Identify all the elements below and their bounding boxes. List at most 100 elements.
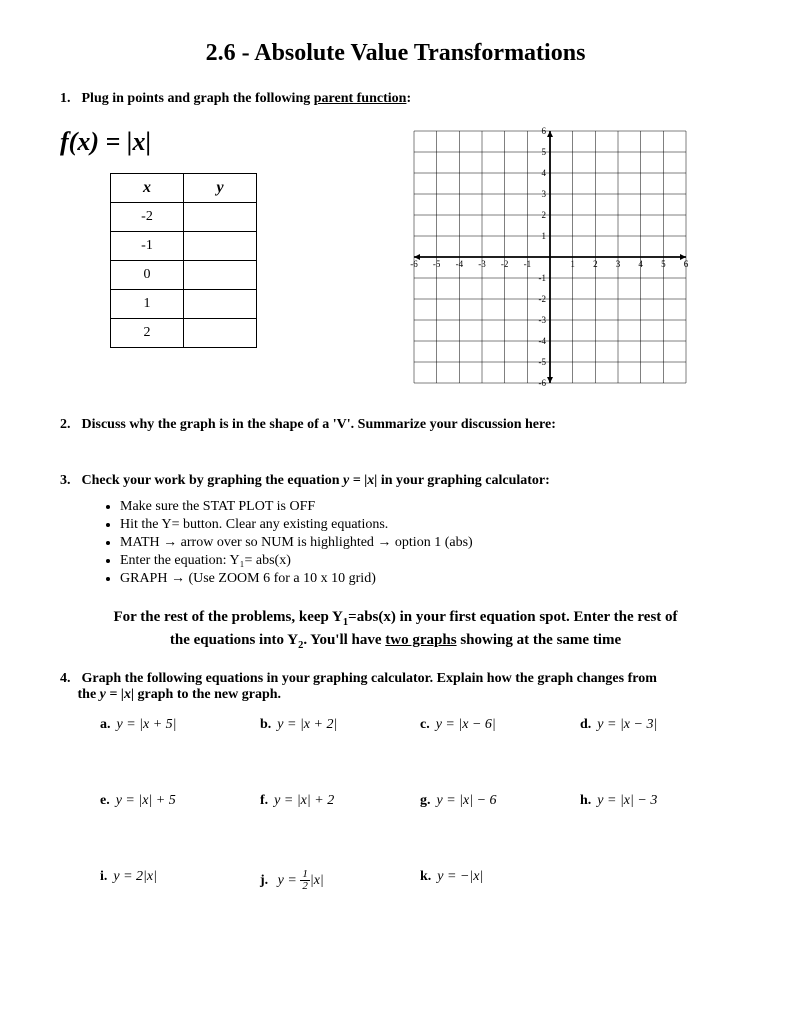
- q1-text-a: Plug in points and graph the following: [82, 91, 314, 106]
- svg-text:-3: -3: [478, 259, 486, 269]
- equation-row-2: e. y = |x| + 5 f.y = |x| + 2 g. y = |x| − …: [100, 793, 731, 809]
- eq-cell: c. y = |x − 6|: [420, 717, 580, 733]
- table-row: -1: [111, 232, 257, 261]
- table-header-row: x y: [111, 174, 257, 203]
- y-cell: [184, 261, 257, 290]
- svg-text:-5: -5: [539, 357, 547, 367]
- x-cell: 1: [111, 290, 184, 319]
- note-l2u: two graphs: [385, 632, 456, 648]
- svg-text:6: 6: [684, 259, 689, 269]
- q3-bullets: Make sure the STAT PLOT is OFF Hit the Y…: [120, 499, 731, 587]
- eq-label: h.: [580, 793, 591, 808]
- q4-text-a: Graph the following equations in your gr…: [82, 671, 657, 686]
- svg-text:2: 2: [593, 259, 598, 269]
- eq-cell: j. y = 12|x|: [260, 869, 420, 892]
- bullet-item: Enter the equation: Y₁= abs(x): [120, 553, 731, 569]
- eq-pre: y =: [278, 873, 301, 888]
- q4-number: 4.: [60, 671, 78, 687]
- eq-label: f.: [260, 793, 268, 808]
- x-cell: -2: [111, 203, 184, 232]
- svg-text:5: 5: [542, 147, 547, 157]
- question-4: 4. Graph the following equations in your…: [60, 671, 731, 703]
- question-1: 1. Plug in points and graph the followin…: [60, 91, 731, 107]
- equation-row-3: i. y = 2|x| j. y = 12|x| k. y = −|x|: [100, 869, 731, 892]
- q4-text-c: graph to the new graph.: [134, 687, 281, 702]
- note-l2a: the equations into Y: [170, 632, 298, 648]
- table-row: 0: [111, 261, 257, 290]
- q3-text-b: in your graphing calculator:: [377, 473, 549, 488]
- col-x: x: [111, 174, 184, 203]
- bullet-item: GRAPH → (Use ZOOM 6 for a 10 x 10 grid): [120, 571, 731, 587]
- svg-text:-4: -4: [456, 259, 464, 269]
- svg-text:1: 1: [542, 231, 547, 241]
- q2-text: Discuss why the graph is in the shape of…: [82, 417, 556, 432]
- x-cell: 2: [111, 319, 184, 348]
- eq-label: c.: [420, 717, 430, 732]
- eq-cell: h. y = |x| − 3: [580, 793, 740, 809]
- eq-post: |x|: [310, 873, 324, 888]
- y-cell: [184, 203, 257, 232]
- q1-number: 1.: [60, 91, 78, 107]
- eq-label: j.: [260, 873, 268, 888]
- page-title: 2.6 - Absolute Value Transformations: [60, 40, 731, 67]
- note-l1a: For the rest of the problems, keep Y: [113, 609, 342, 625]
- y-cell: [184, 232, 257, 261]
- note-l2b: . You'll have: [303, 632, 385, 648]
- bullet-item: Make sure the STAT PLOT is OFF: [120, 499, 731, 515]
- eq-expr: y = |x| − 6: [437, 793, 497, 808]
- bullet-item: MATH → arrow over so NUM is highlighted …: [120, 535, 731, 551]
- x-cell: 0: [111, 261, 184, 290]
- svg-text:-2: -2: [539, 294, 547, 304]
- question-3: 3. Check your work by graphing the equat…: [60, 473, 731, 489]
- q2-number: 2.: [60, 417, 78, 433]
- svg-text:4: 4: [542, 168, 547, 178]
- y-cell: [184, 290, 257, 319]
- svg-text:-3: -3: [539, 315, 547, 325]
- note-l1b: =abs(x) in your first equation spot. Ent…: [348, 609, 677, 625]
- q3-number: 3.: [60, 473, 78, 489]
- q1-text-c: :: [406, 91, 411, 106]
- bullet-item: Hit the Y= button. Clear any existing eq…: [120, 517, 731, 533]
- svg-text:-4: -4: [539, 336, 547, 346]
- eq-label: b.: [260, 717, 271, 732]
- eq-expr: y = −|x|: [437, 869, 483, 884]
- eq-expr: y = |x| + 5: [116, 793, 176, 808]
- svg-text:-2: -2: [501, 259, 509, 269]
- q4-eq: y = |x|: [100, 687, 134, 702]
- svg-text:1: 1: [570, 259, 575, 269]
- eq-expr: y = |x − 6|: [436, 717, 496, 732]
- y-cell: [184, 319, 257, 348]
- note-l2c: showing at the same time: [457, 632, 622, 648]
- svg-text:-5: -5: [433, 259, 441, 269]
- svg-text:-6: -6: [410, 259, 418, 269]
- svg-text:5: 5: [661, 259, 666, 269]
- eq-label: i.: [100, 869, 107, 884]
- eq-cell: e. y = |x| + 5: [100, 793, 260, 809]
- table-row: -2: [111, 203, 257, 232]
- svg-text:3: 3: [542, 189, 547, 199]
- eq-label: g.: [420, 793, 431, 808]
- svg-text:3: 3: [616, 259, 621, 269]
- svg-text:-1: -1: [539, 273, 547, 283]
- eq-label: e.: [100, 793, 110, 808]
- q3-eq: y = |x|: [343, 473, 377, 488]
- q4-text-b: the: [78, 687, 100, 702]
- table-row: 1: [111, 290, 257, 319]
- eq-expr: y = |x| − 3: [597, 793, 657, 808]
- coordinate-grid: -6-6-5-5-4-4-3-3-2-2-1-1112233445566: [400, 117, 700, 397]
- svg-text:-1: -1: [524, 259, 532, 269]
- eq-label: k.: [420, 869, 431, 884]
- eq-cell: g. y = |x| − 6: [420, 793, 580, 809]
- svg-text:6: 6: [542, 126, 547, 136]
- eq-cell: k. y = −|x|: [420, 869, 580, 892]
- eq-label: d.: [580, 717, 591, 732]
- eq-cell: b. y = |x + 2|: [260, 717, 420, 733]
- eq-label: a.: [100, 717, 111, 732]
- eq-cell: d.y = |x − 3|: [580, 717, 740, 733]
- x-cell: -1: [111, 232, 184, 261]
- eq-expr: y = |x + 2|: [277, 717, 337, 732]
- eq-expr: y = 2|x|: [113, 869, 157, 884]
- table-row: 2: [111, 319, 257, 348]
- eq-expr: y = 12|x|: [278, 873, 324, 888]
- eq-cell: f.y = |x| + 2: [260, 793, 420, 809]
